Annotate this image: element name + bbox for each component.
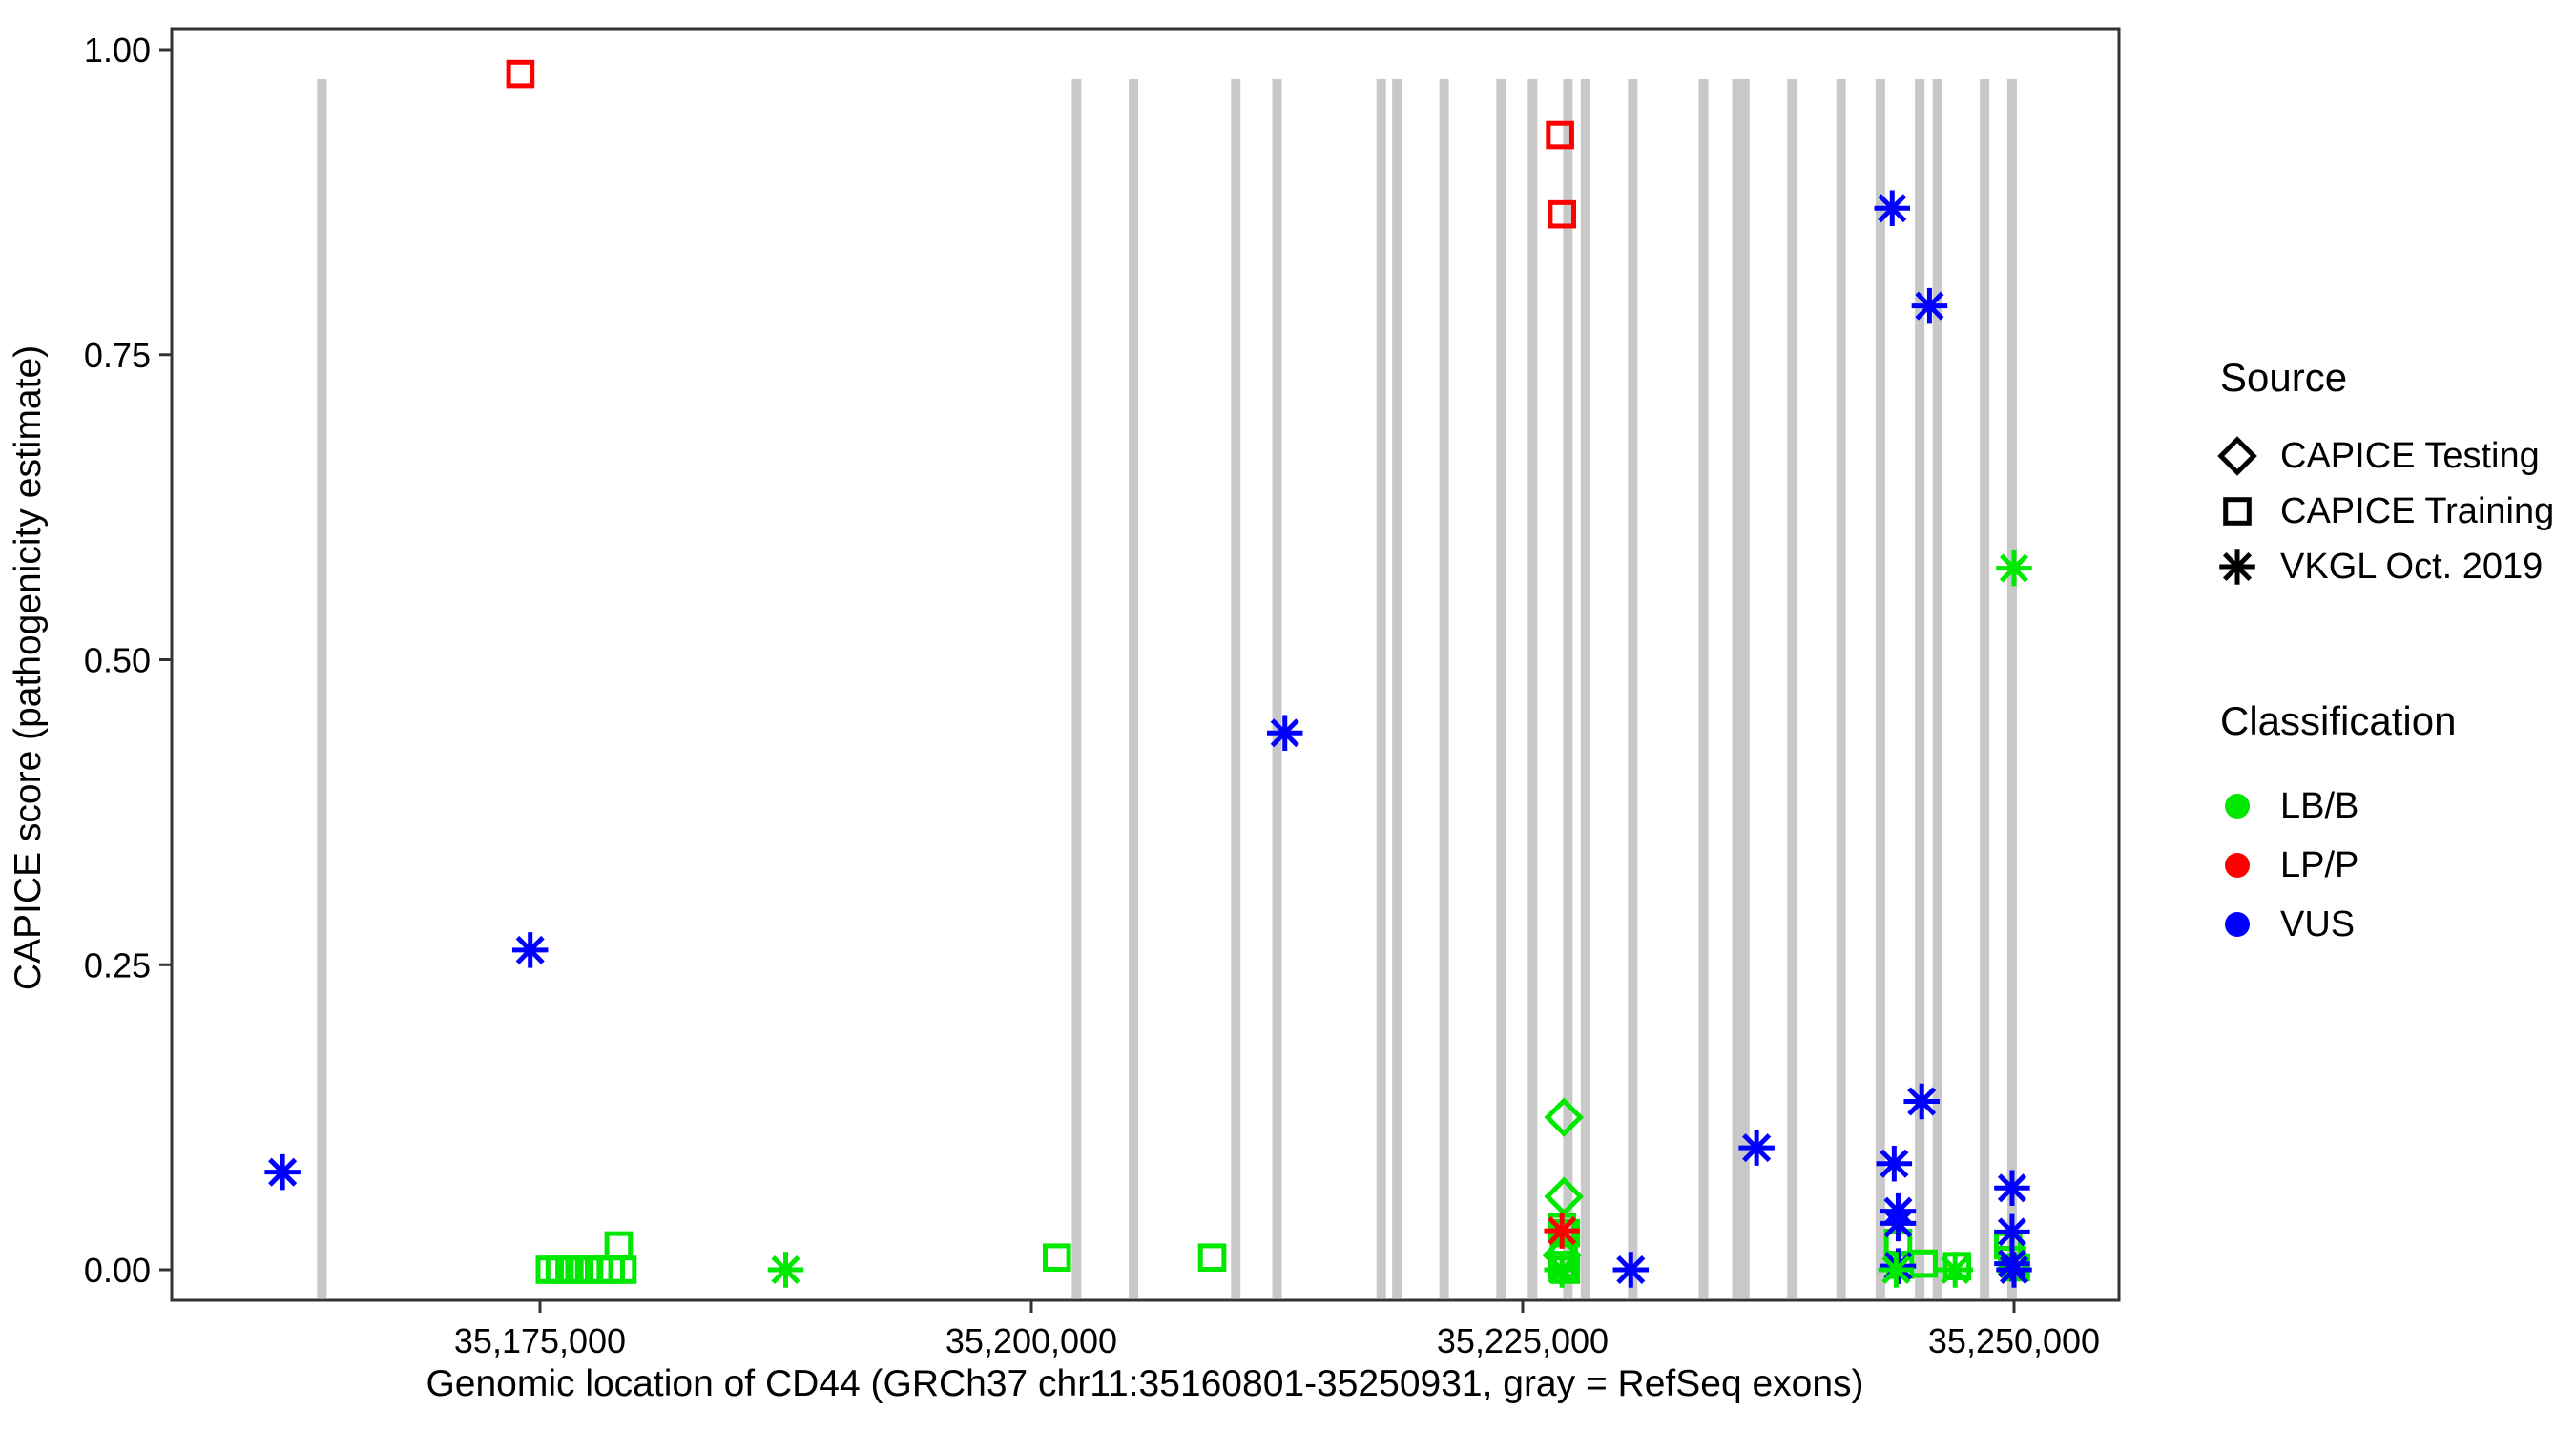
- data-point-asterisk: [1903, 1083, 1940, 1120]
- exon-bar: [1272, 79, 1282, 1298]
- data-point-square: [1197, 1243, 1227, 1273]
- class-dot-icon: [2225, 794, 2250, 819]
- exon-bar: [1392, 79, 1402, 1298]
- data-points-layer: [264, 59, 2032, 1288]
- exon-bar: [1787, 79, 1797, 1298]
- legend-label-LB-B: LB/B: [2280, 786, 2358, 826]
- data-point-square: [1546, 120, 1574, 150]
- class-dot-icon: [2225, 912, 2250, 937]
- exon-bar: [1580, 79, 1590, 1298]
- data-point-asterisk: [1996, 1252, 2032, 1288]
- data-point-asterisk: [1880, 1205, 1917, 1242]
- y-axis: 0.00 0.25 0.50 0.75 1.00: [84, 31, 172, 1290]
- legend-title-source: Source: [2220, 355, 2347, 400]
- y-tick-label: 0.50: [84, 641, 151, 680]
- exon-bar: [1563, 79, 1573, 1298]
- y-tick-label: 1.00: [84, 31, 151, 70]
- x-axis: 35,175,000 35,200,000 35,225,000 35,250,000: [454, 1300, 2100, 1360]
- data-point-asterisk: [767, 1252, 804, 1288]
- y-tick-label: 0.75: [84, 336, 151, 375]
- data-point-square: [1042, 1243, 1071, 1273]
- exon-bar: [1915, 79, 1925, 1298]
- exon-bar: [1836, 79, 1846, 1298]
- x-tick-label: 35,200,000: [945, 1321, 1117, 1360]
- data-point-diamond: [1544, 1097, 1585, 1137]
- exon-bar: [2006, 79, 2017, 1298]
- exon-bars-layer: [317, 79, 2017, 1298]
- data-point-asterisk: [1266, 715, 1303, 751]
- y-tick-label: 0.25: [84, 945, 151, 985]
- data-point-asterisk: [1994, 1213, 2030, 1251]
- asterisk-icon: [2219, 549, 2255, 585]
- square-icon: [2223, 497, 2252, 526]
- legend-label-square: CAPICE Training: [2280, 491, 2554, 531]
- data-point-asterisk: [1876, 1145, 1913, 1182]
- exon-bar: [1231, 79, 1241, 1298]
- data-point-asterisk: [511, 932, 549, 968]
- data-point-asterisk: [1544, 1213, 1580, 1249]
- class-dot-icon: [2225, 853, 2250, 878]
- exon-bar: [1875, 79, 1885, 1298]
- data-point-square: [506, 59, 535, 89]
- diamond-icon: [2217, 436, 2257, 476]
- legend-label-LP-P: LP/P: [2280, 845, 2358, 885]
- legend-label-asterisk: VKGL Oct. 2019: [2280, 547, 2543, 587]
- data-point-asterisk: [1738, 1130, 1775, 1166]
- exon-bar: [1376, 79, 1386, 1298]
- data-point-asterisk: [1878, 1252, 1915, 1288]
- exon-bar: [1739, 79, 1750, 1298]
- legend-title-classification: Classification: [2220, 698, 2456, 743]
- data-point-asterisk: [1544, 1252, 1580, 1288]
- data-point-asterisk: [1612, 1252, 1650, 1288]
- exon-bar: [1932, 79, 1942, 1298]
- legend-label-VUS: VUS: [2280, 904, 2355, 944]
- x-tick-label: 35,250,000: [1928, 1321, 2100, 1360]
- data-point-asterisk: [1911, 287, 1948, 324]
- exon-bar: [317, 79, 327, 1298]
- x-tick-label: 35,175,000: [454, 1321, 626, 1360]
- data-point-asterisk: [1994, 1170, 2030, 1207]
- exon-bar: [1628, 79, 1638, 1298]
- x-axis-title: Genomic location of CD44 (GRCh37 chr11:3…: [426, 1363, 1863, 1404]
- exon-bar: [1698, 79, 1709, 1298]
- y-tick-label: 0.00: [84, 1251, 151, 1290]
- y-axis-title: CAPICE score (pathogenicity estimate): [8, 345, 49, 990]
- data-point-asterisk: [1874, 190, 1911, 227]
- data-point-asterisk: [1937, 1252, 1973, 1288]
- exon-bar: [1071, 79, 1082, 1298]
- data-point-square: [1909, 1249, 1939, 1278]
- data-point-square: [1548, 199, 1577, 229]
- data-point-square: [604, 1231, 634, 1260]
- exon-bar: [1129, 79, 1139, 1298]
- x-tick-label: 35,225,000: [1437, 1321, 1609, 1360]
- exon-bar: [1980, 79, 1990, 1298]
- exon-bar: [1496, 79, 1506, 1298]
- legend[interactable]: Source CAPICE Testing CAPICE Training VKGL …: [2217, 355, 2554, 944]
- data-point-asterisk: [264, 1153, 301, 1191]
- plot-panel-border: [170, 27, 2121, 1302]
- exon-bar: [1439, 79, 1449, 1298]
- legend-label-diamond: CAPICE Testing: [2280, 436, 2540, 476]
- exon-bar: [1527, 79, 1538, 1298]
- exon-bar: [1732, 79, 1742, 1298]
- data-point-asterisk: [1996, 550, 2032, 587]
